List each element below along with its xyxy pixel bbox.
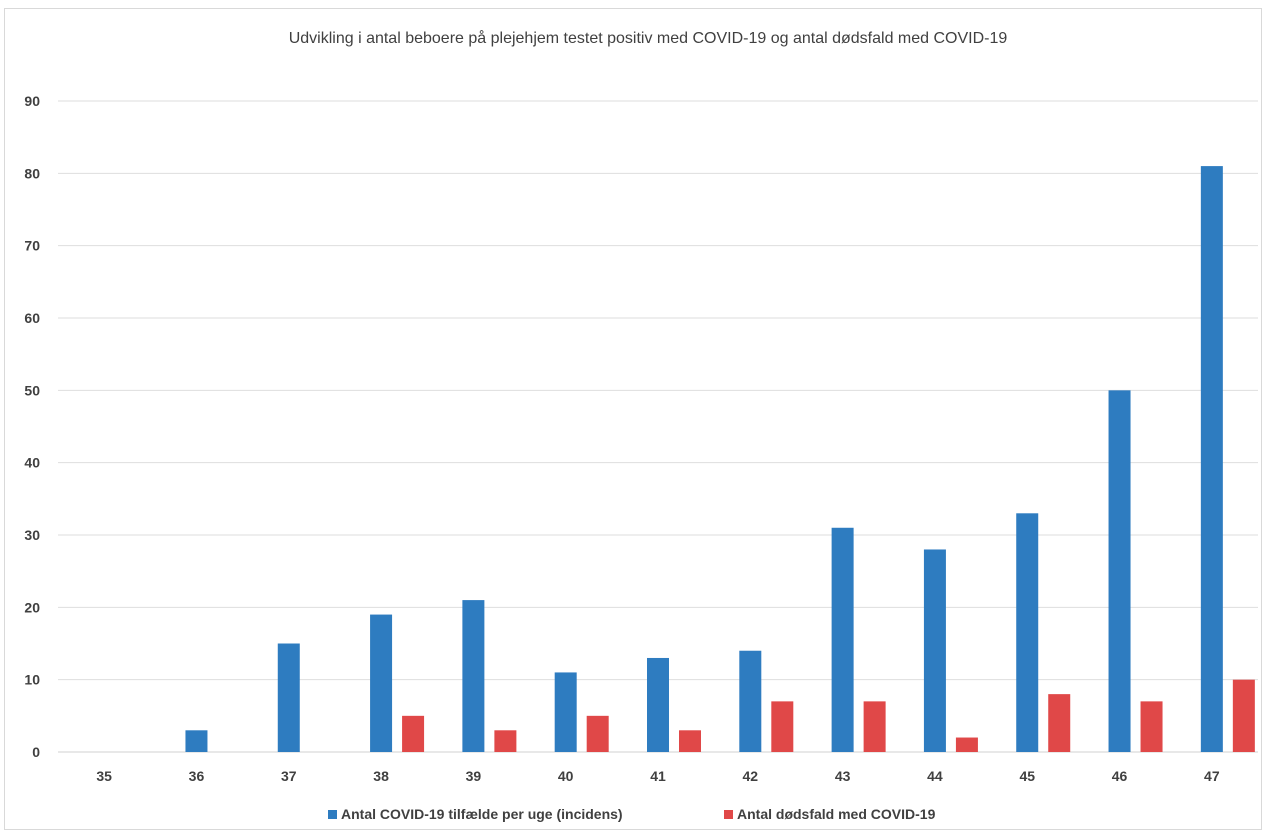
- bar-deaths-week-47: [1232, 679, 1255, 752]
- x-tick-label: 36: [189, 768, 205, 784]
- bar-cases-week-45: [1016, 513, 1039, 752]
- x-tick-label: 44: [927, 768, 943, 784]
- bar-cases-week-36: [185, 730, 208, 752]
- bar-deaths-week-38: [402, 715, 425, 752]
- y-tick-label: 30: [24, 527, 40, 543]
- legend-label-cases: Antal COVID-19 tilfælde per uge (inciden…: [341, 806, 623, 822]
- bar-cases-week-47: [1200, 166, 1223, 753]
- y-tick-label: 40: [24, 455, 40, 471]
- bar-cases-week-37: [277, 643, 300, 752]
- bar-deaths-week-41: [679, 730, 701, 752]
- y-tick-label: 70: [24, 238, 40, 254]
- x-tick-label: 45: [1019, 768, 1035, 784]
- x-tick-label: 40: [558, 768, 574, 784]
- x-tick-label: 42: [743, 768, 759, 784]
- bar-deaths-week-40: [586, 715, 609, 752]
- x-tick-label: 39: [466, 768, 482, 784]
- legend: Antal COVID-19 tilfælde per uge (inciden…: [328, 806, 936, 822]
- bar-deaths-week-45: [1048, 694, 1071, 752]
- y-tick-label: 20: [24, 599, 40, 615]
- bar-deaths-week-42: [771, 701, 794, 752]
- x-tick-label: 46: [1112, 768, 1128, 784]
- grid-lines: [58, 100, 1258, 753]
- bar-cases-week-46: [1108, 390, 1131, 752]
- x-tick-label: 35: [96, 768, 112, 784]
- y-tick-label: 80: [24, 165, 40, 181]
- bars: [185, 166, 1255, 753]
- bar-cases-week-40: [554, 672, 577, 752]
- y-tick-label: 10: [24, 672, 40, 688]
- x-tick-label: 47: [1204, 768, 1220, 784]
- bar-deaths-week-46: [1140, 701, 1163, 752]
- bar-deaths-week-43: [863, 701, 886, 752]
- bar-cases-week-42: [739, 650, 762, 752]
- x-tick-label: 38: [373, 768, 389, 784]
- bar-deaths-week-39: [494, 730, 517, 752]
- y-tick-label: 50: [24, 382, 40, 398]
- y-tick-label: 0: [32, 744, 40, 760]
- legend-label-deaths: Antal dødsfald med COVID-19: [737, 806, 936, 822]
- legend-swatch-cases: [328, 810, 337, 819]
- y-tick-label: 90: [24, 93, 40, 109]
- bar-cases-week-39: [462, 600, 485, 752]
- bar-cases-week-44: [923, 549, 946, 752]
- chart-frame: [4, 8, 1262, 830]
- bar-cases-week-43: [831, 527, 854, 752]
- x-tick-label: 41: [650, 768, 666, 784]
- x-tick-label: 43: [835, 768, 851, 784]
- y-tick-label: 60: [24, 310, 40, 326]
- bar-cases-week-41: [647, 657, 669, 752]
- x-axis-ticks: 35 36 37 38 39 40 41 42 43 44 45 46 47: [96, 768, 1219, 784]
- chart-title: Udvikling i antal beboere på plejehjem t…: [289, 29, 1008, 47]
- x-tick-label: 37: [281, 768, 297, 784]
- y-axis-ticks: 0 10 20 30 40 50 60 70 80 90: [24, 93, 40, 760]
- legend-swatch-deaths: [724, 810, 733, 819]
- bar-cases-week-38: [370, 614, 393, 752]
- bar-deaths-week-44: [955, 737, 978, 752]
